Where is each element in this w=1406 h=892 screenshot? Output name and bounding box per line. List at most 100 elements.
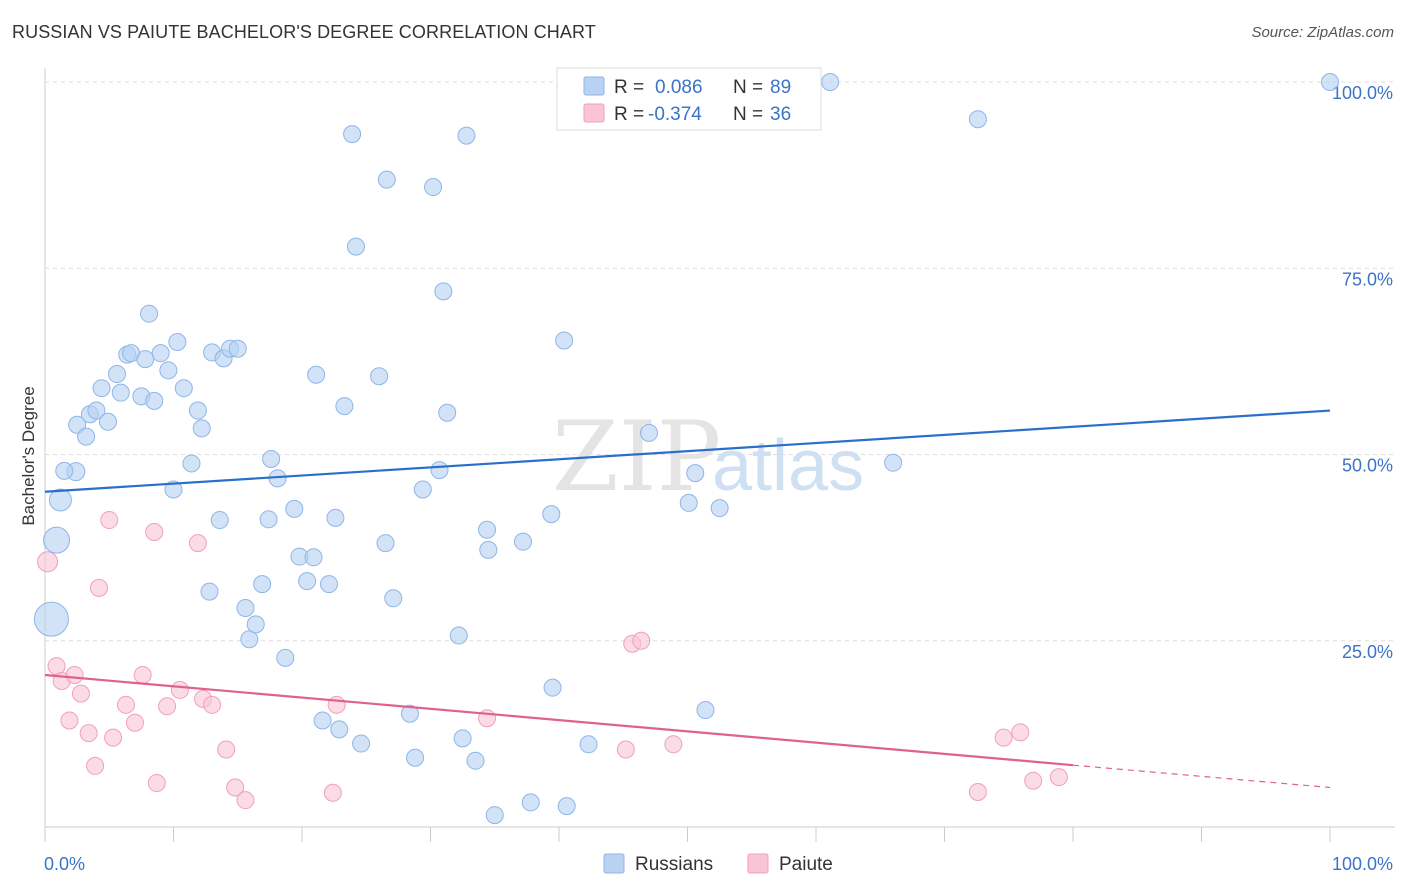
russians-point: [434, 282, 453, 301]
russians-point: [43, 526, 71, 554]
paiute-point: [664, 735, 683, 754]
paiute-n-value: 36: [770, 104, 791, 125]
russians-point: [1321, 73, 1339, 91]
russians-point: [326, 508, 345, 527]
russians-point: [449, 626, 468, 645]
y-tick-label-3: 100.0%: [1332, 83, 1393, 103]
russians-point: [188, 401, 207, 420]
russians-point: [968, 110, 987, 129]
tick-labels: 25.0% 50.0% 75.0% 100.0% 0.0% 100.0%: [44, 83, 1393, 874]
grid-lines: [45, 81, 1395, 642]
russians-point: [33, 601, 69, 637]
russians-point: [182, 454, 201, 473]
russians-point: [307, 365, 326, 384]
paiute-point: [71, 684, 90, 703]
russians-point: [346, 237, 365, 256]
paiute-point: [79, 724, 98, 743]
russians-point: [68, 415, 87, 434]
russians-point: [145, 391, 164, 410]
paiute-point: [158, 697, 177, 716]
paiute-point: [65, 666, 84, 685]
russians-point: [479, 540, 498, 559]
russians-point: [424, 178, 443, 197]
paiute-r-value: -0.374: [648, 104, 702, 125]
paiute-point: [1011, 723, 1030, 742]
paiute-trend-line: [44, 673, 1074, 767]
legend-russians-swatch: [603, 853, 625, 874]
watermark-atlas: atlas: [712, 426, 864, 506]
russians-point: [164, 480, 183, 499]
paiute-point: [1024, 771, 1043, 790]
paiute-point: [133, 666, 152, 685]
russians-point: [304, 548, 323, 567]
russians-point: [370, 367, 389, 386]
russians-point: [335, 397, 354, 416]
paiute-point: [125, 713, 144, 732]
russians-point: [376, 534, 395, 553]
paiute-point: [37, 551, 59, 573]
russians-point: [679, 493, 698, 512]
russians-r-value: 0.086: [655, 77, 703, 98]
paiute-point: [116, 695, 135, 714]
russians-point: [400, 704, 419, 723]
russians-swatch: [583, 76, 605, 96]
source-attribution: Source: ZipAtlas.com: [1251, 24, 1394, 41]
russians-point: [406, 748, 425, 767]
russians-point: [466, 751, 485, 770]
russians-point: [313, 711, 332, 730]
paiute-point: [89, 578, 108, 597]
axes: [44, 68, 1395, 842]
russians-n-value: 89: [770, 77, 791, 98]
russians-point: [192, 419, 211, 438]
russians-point: [555, 331, 574, 350]
russians-point: [330, 720, 349, 739]
paiute-point: [170, 680, 189, 699]
paiute-point: [100, 511, 119, 530]
russians-point: [92, 379, 111, 398]
russians-point: [377, 170, 396, 189]
russians-point: [413, 480, 432, 499]
paiute-point: [323, 783, 342, 802]
russians-point: [48, 488, 72, 512]
russians-point: [686, 464, 705, 483]
russians-point: [884, 453, 903, 472]
russians-point: [87, 401, 106, 420]
paiute-point: [104, 728, 123, 747]
russians-point: [639, 423, 658, 442]
paiute-point: [968, 782, 987, 801]
russians-point: [140, 304, 159, 323]
russians-point: [259, 510, 278, 529]
russians-points: [33, 73, 1339, 825]
paiute-point: [1049, 768, 1068, 787]
russians-point: [438, 403, 457, 422]
russians-point: [228, 339, 247, 358]
russians-trend-line: [44, 409, 1331, 493]
russians-point: [710, 499, 729, 518]
paiute-points: [37, 511, 1068, 810]
russians-point: [151, 344, 170, 363]
x-tick-label-1: 100.0%: [1332, 854, 1393, 874]
paiute-trend-extension: [1072, 764, 1331, 789]
russians-n-label: N =: [733, 77, 763, 98]
paiute-point: [147, 774, 166, 793]
russians-point: [240, 630, 259, 649]
paiute-point: [60, 711, 79, 730]
russians-point: [384, 589, 403, 608]
russians-point: [430, 461, 449, 480]
paiute-r-label: R =: [614, 104, 644, 125]
legend-paiute-label: Paiute: [779, 854, 833, 875]
russians-point: [200, 582, 219, 601]
russians-point: [352, 734, 371, 753]
russians-point: [55, 461, 74, 480]
paiute-point: [145, 522, 164, 541]
russians-point: [107, 365, 126, 384]
watermark-zip: ZIP: [552, 401, 721, 513]
paiute-point: [236, 791, 255, 810]
paiute-point: [188, 534, 207, 553]
paiute-point: [86, 756, 105, 775]
y-axis-label: Bachelor's Degree: [19, 386, 38, 525]
legend-russians-label: Russians: [635, 854, 713, 875]
russians-point: [453, 729, 472, 748]
russians-point: [168, 333, 187, 352]
